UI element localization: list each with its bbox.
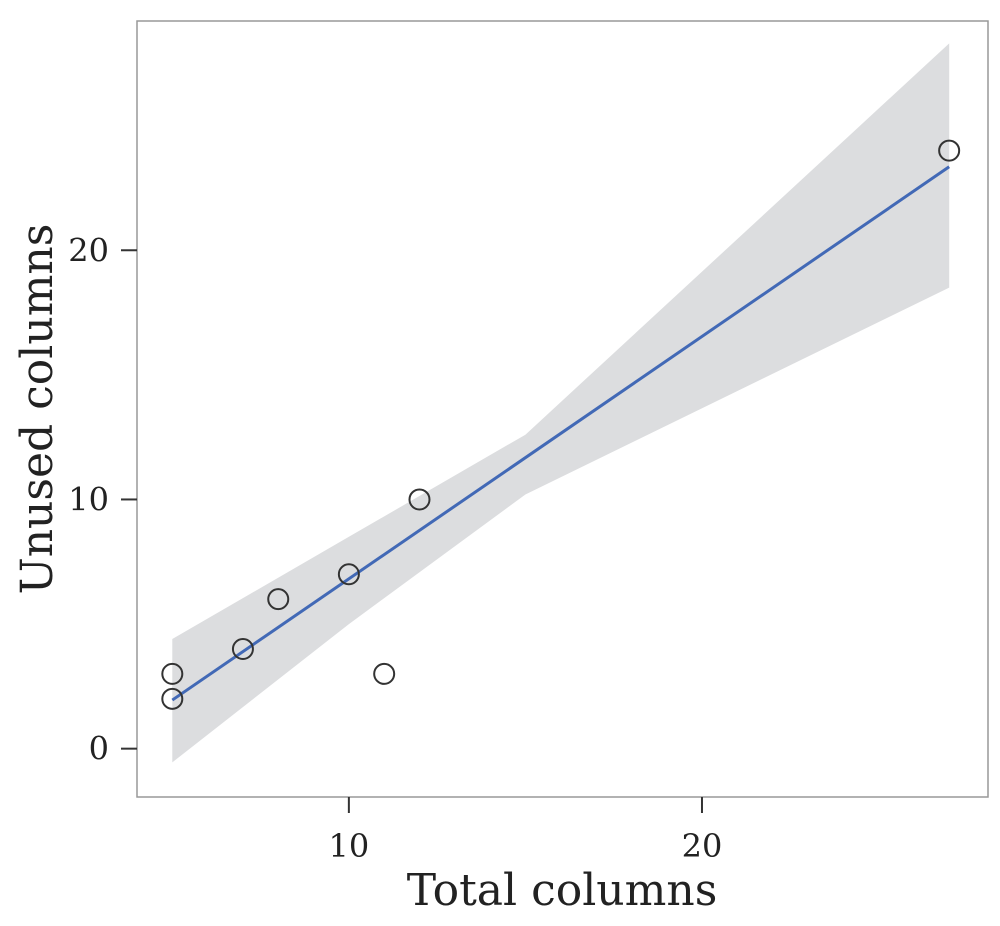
- x-tick-label: 10: [329, 827, 370, 865]
- data-point: [408, 488, 431, 511]
- data-point: [373, 662, 396, 685]
- data-points-layer: [161, 139, 961, 710]
- data-point: [161, 687, 184, 710]
- data-point: [161, 662, 184, 685]
- data-point: [231, 637, 254, 660]
- data-point: [938, 139, 961, 162]
- y-tick-label: 20: [68, 231, 109, 269]
- regression-line-layer: [171, 165, 951, 702]
- regression-line: [171, 165, 951, 702]
- confidence-band-layer: [172, 43, 950, 763]
- x-axis-ticks: 10 20: [329, 797, 723, 865]
- x-axis-label: Total columns: [407, 865, 718, 916]
- y-axis-label: Unused columns: [12, 224, 63, 595]
- confidence-band: [172, 43, 950, 763]
- y-axis-ticks: 0 10 20: [68, 231, 137, 768]
- data-point: [337, 563, 360, 586]
- y-tick-label: 0: [89, 730, 109, 768]
- x-tick-label: 20: [682, 827, 723, 865]
- plot-frame: [136, 20, 989, 798]
- y-tick-label: 10: [68, 480, 109, 518]
- data-point: [267, 588, 290, 611]
